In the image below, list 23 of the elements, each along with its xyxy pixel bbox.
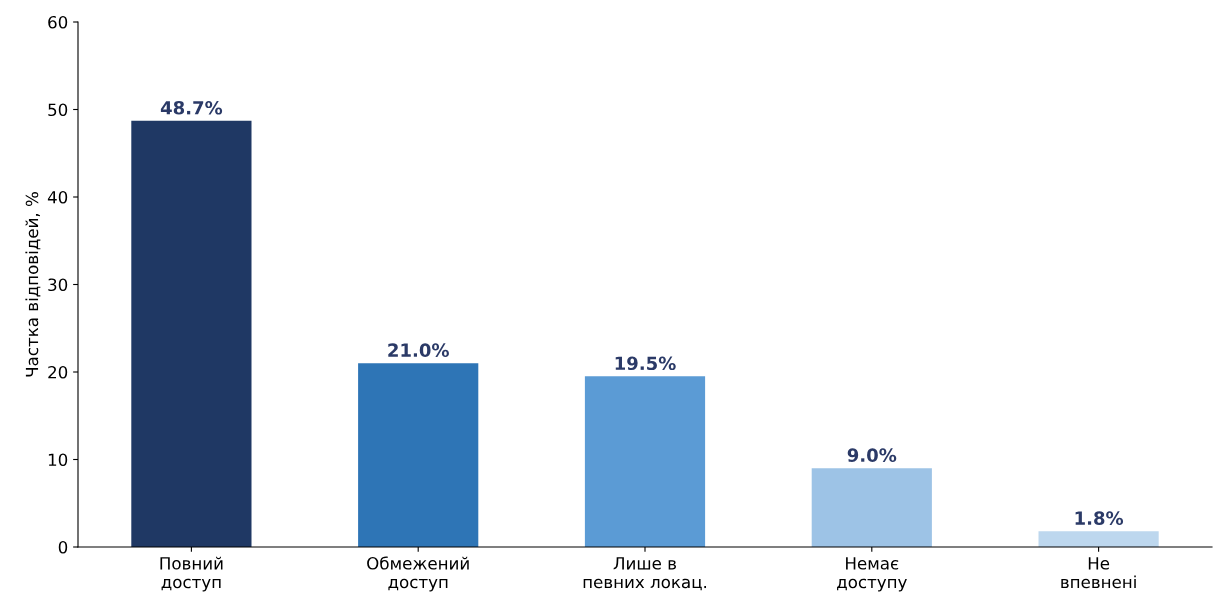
data-label: 1.8% [1075,511,1124,525]
x-tick-label: Не впевнені [1061,557,1136,589]
x-tick-label: Обмежений доступ [367,556,469,592]
y-tick-label: 50 [48,103,68,117]
y-axis-title: Частка відповідей, % [25,192,41,377]
x-tick-label: Немає доступу [837,557,907,592]
y-tick-label: 0 [58,540,68,554]
y-tick-label: 40 [47,190,68,204]
data-label: 9.0% [847,448,897,462]
data-label: 48.7% [160,100,223,115]
data-label: 21.0% [388,343,449,357]
bar [358,363,479,547]
y-tick-label: 20 [48,365,68,379]
bar [131,120,252,547]
x-tick-label: Повний доступ [160,556,223,592]
data-label: 19.5% [615,356,676,371]
bar [811,468,932,547]
y-tick-label: 10 [48,453,68,467]
bar [1038,531,1159,547]
bar [584,376,706,547]
y-tick-label: 30 [48,278,68,292]
y-tick-label: 60 [48,15,68,29]
x-tick-label: Лише в певних локац. [583,557,707,591]
